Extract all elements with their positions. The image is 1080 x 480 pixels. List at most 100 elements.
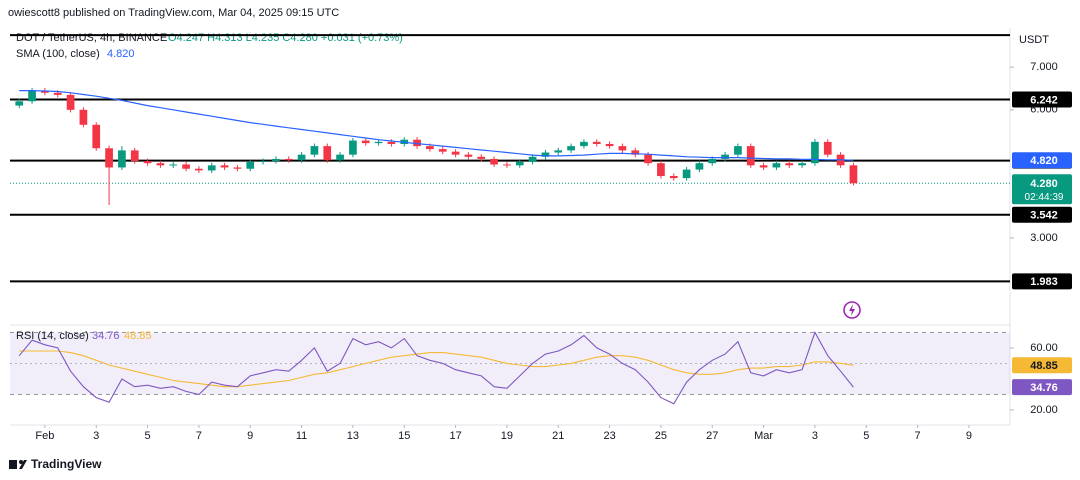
candle-body <box>464 154 473 157</box>
candle-body <box>233 167 242 169</box>
candle-body <box>631 150 640 155</box>
y-tick-label: 60.00 <box>1030 342 1058 354</box>
candle-body <box>605 143 614 147</box>
candle-body <box>105 148 113 168</box>
x-tick-label: 3 <box>812 430 818 442</box>
candle-body <box>246 161 255 169</box>
x-tick-label: 7 <box>915 430 921 442</box>
x-tick-label: 11 <box>296 430 307 442</box>
candle-body <box>438 149 447 152</box>
candle-body <box>721 154 729 159</box>
candle-body <box>156 163 165 166</box>
candle-body <box>220 165 229 168</box>
candle-body <box>823 141 832 155</box>
candle-body <box>785 163 794 166</box>
candle-body <box>323 146 332 161</box>
candle-body <box>143 161 152 164</box>
candle-body <box>644 154 652 164</box>
sma-legend-value: 4.820 <box>107 48 135 60</box>
price-label-bg <box>1012 174 1072 205</box>
candle-body <box>759 165 768 168</box>
countdown: 02:44:39 <box>1025 192 1064 203</box>
candle-body <box>734 146 742 155</box>
y-tick-label: 7.000 <box>1030 61 1058 73</box>
candle-body <box>772 163 781 168</box>
x-tick-label: 5 <box>863 430 869 442</box>
x-tick-label: 27 <box>706 430 718 442</box>
level-label: 6.242 <box>1030 94 1058 106</box>
candle-body <box>682 169 691 179</box>
candle-body <box>182 164 190 169</box>
symbol-title: DOT / TetherUS, 4h, BINANCE <box>16 32 167 44</box>
level-label-bg <box>1012 273 1072 290</box>
x-tick-label: Feb <box>35 430 54 442</box>
candle-body <box>451 151 460 155</box>
x-tick-label: 9 <box>966 430 972 442</box>
rsi-legend-value: 34.76 <box>92 330 120 342</box>
sma-legend: SMA (100, close) <box>16 48 100 60</box>
x-tick-label: 9 <box>247 430 253 442</box>
level-label-bg <box>1012 91 1072 108</box>
candle-body <box>169 164 178 166</box>
candle-body <box>426 146 434 150</box>
candle-body <box>849 165 858 184</box>
rsi-value-label-bg <box>1012 357 1072 374</box>
x-tick-label: 13 <box>347 430 359 442</box>
price-label: 4.280 <box>1030 178 1058 190</box>
candle-body <box>503 164 511 166</box>
sma-value-label-bg <box>1012 152 1072 169</box>
y-tick-label: 3.000 <box>1030 232 1058 244</box>
rsi-ma-line <box>19 350 854 388</box>
x-tick-label: 3 <box>93 430 99 442</box>
level-label-bg <box>1012 206 1072 223</box>
candle-body <box>413 139 421 147</box>
candle-body <box>490 158 498 165</box>
candle-body <box>207 165 216 171</box>
candle-body <box>310 146 319 155</box>
brand-name: TradingView <box>31 457 102 471</box>
level-label: 1.983 <box>1030 276 1058 288</box>
candle-body <box>92 124 101 149</box>
candle-body <box>272 158 280 162</box>
candle-body <box>695 163 704 170</box>
candle-body <box>28 90 36 102</box>
candle-body <box>374 141 383 144</box>
x-tick-label: Mar <box>754 430 773 442</box>
candle-body <box>361 140 370 144</box>
candle-body <box>66 94 75 110</box>
x-tick-label: 23 <box>603 430 615 442</box>
candle-body <box>118 150 126 168</box>
y-tick-label: 20.00 <box>1030 404 1058 416</box>
candle-body <box>477 156 486 159</box>
candle-body <box>541 152 550 157</box>
candle-body <box>284 158 293 161</box>
sma-line <box>19 90 854 161</box>
alert-icon <box>843 301 861 319</box>
candle-body <box>15 101 24 106</box>
candle-body <box>130 150 139 162</box>
rsi-line <box>18 331 854 405</box>
candle-body <box>336 154 344 161</box>
candle-body <box>811 141 819 164</box>
rsi-value-label: 48.85 <box>1030 360 1058 372</box>
level-label: 3.542 <box>1030 210 1058 222</box>
candle-body <box>387 141 396 144</box>
candle-body <box>79 109 88 125</box>
rsi-legend-value: 48.85 <box>124 330 152 342</box>
sma-value-label: 4.820 <box>1030 155 1058 167</box>
x-tick-label: 5 <box>145 430 151 442</box>
candle-body <box>669 176 678 179</box>
candle-body <box>798 163 806 166</box>
brand-logo <box>9 460 27 469</box>
candle-body <box>592 141 601 144</box>
currency-label: USDT <box>1019 34 1049 46</box>
candle-body <box>195 168 203 171</box>
candle-body <box>528 156 537 162</box>
candle-body <box>567 146 575 151</box>
candle-body <box>580 141 588 147</box>
candle-body <box>554 150 563 153</box>
candle-body <box>746 146 755 166</box>
candle-body <box>618 146 627 151</box>
candle-body <box>708 158 717 164</box>
